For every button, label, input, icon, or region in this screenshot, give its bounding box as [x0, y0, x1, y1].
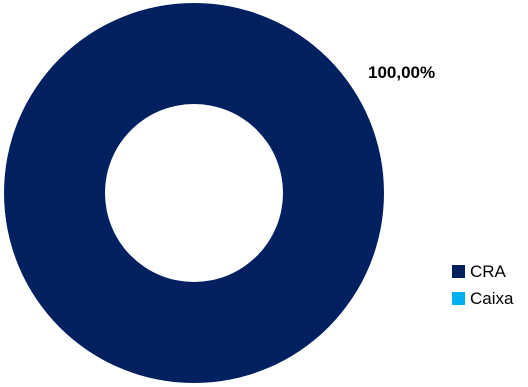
- legend-label-cra: CRA: [470, 261, 506, 281]
- legend-item-caixa: Caixa: [452, 285, 513, 312]
- legend: CRA Caixa: [452, 258, 513, 312]
- legend-swatch-cra: [452, 265, 465, 278]
- legend-swatch-caixa: [452, 292, 465, 305]
- data-label-cra: 100,00%: [368, 63, 436, 82]
- slice-cra: [4, 3, 384, 383]
- legend-label-caixa: Caixa: [470, 288, 514, 308]
- legend-item-cra: CRA: [452, 258, 513, 285]
